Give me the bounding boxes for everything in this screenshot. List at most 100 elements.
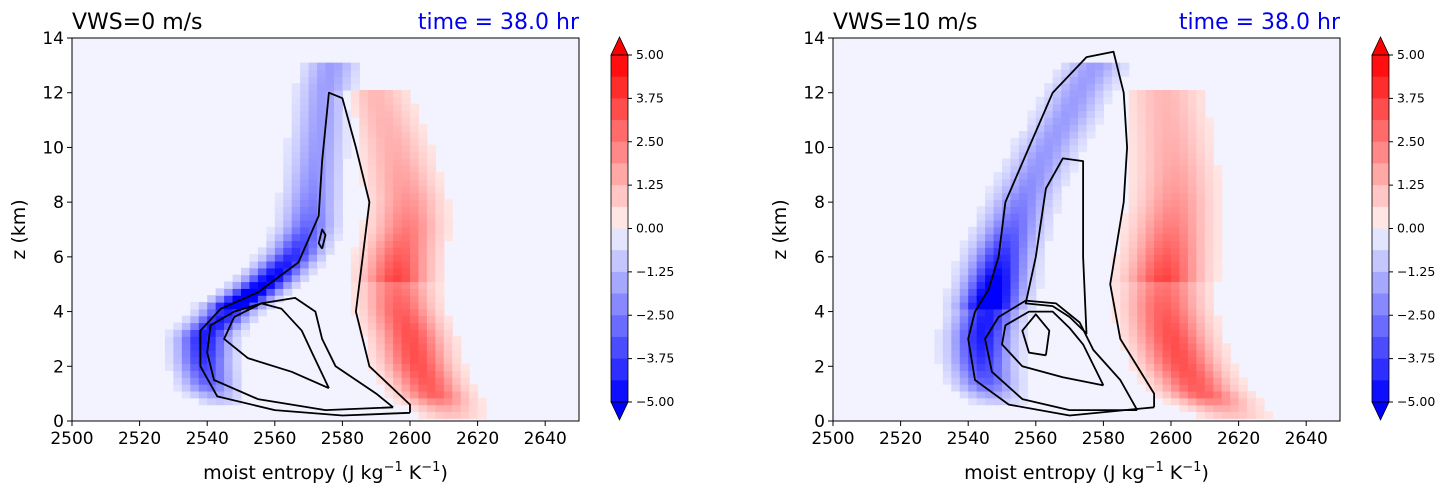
field-cell — [1061, 62, 1071, 71]
field-cell — [1018, 131, 1028, 139]
field-cell — [1137, 302, 1147, 310]
colorbar-segment — [611, 228, 628, 251]
field-cell — [384, 233, 394, 242]
field-cell — [384, 267, 394, 276]
field-cell — [257, 308, 267, 317]
field-cell — [257, 302, 267, 310]
field-cell — [410, 322, 420, 330]
field-cell — [1137, 315, 1147, 324]
field-cell — [367, 356, 377, 365]
field-cell — [426, 397, 436, 406]
field-cell — [1120, 281, 1130, 289]
field-cell — [976, 233, 986, 242]
field-cell — [1137, 117, 1147, 125]
colorbar-segment — [611, 185, 628, 208]
field-cell — [418, 274, 428, 283]
colorbar-tick-label: 5.00 — [1397, 47, 1425, 62]
field-cell — [1162, 302, 1172, 310]
field-cell — [401, 390, 411, 399]
field-cell — [190, 377, 200, 385]
field-cell — [1069, 96, 1079, 105]
field-cell — [435, 240, 445, 248]
field-cell — [1137, 144, 1147, 153]
field-cell — [1162, 295, 1172, 303]
field-cell — [993, 288, 1003, 296]
field-cell — [215, 308, 225, 317]
field-cell — [1018, 254, 1028, 262]
field-cell — [951, 377, 961, 385]
field-cell — [443, 356, 453, 365]
field-cell — [460, 404, 470, 413]
colorbar-tick-label: −5.00 — [1397, 394, 1435, 409]
field-cell — [300, 83, 310, 91]
field-cell — [249, 267, 259, 276]
field-cell — [1204, 329, 1214, 337]
field-cell — [1196, 103, 1206, 112]
field-cell — [376, 343, 386, 351]
field-cell — [1120, 62, 1130, 71]
field-cell — [426, 219, 436, 228]
field-cell — [198, 363, 208, 371]
field-cell — [367, 219, 377, 228]
field-cell — [426, 206, 436, 214]
field-cell — [384, 151, 394, 159]
field-cell — [173, 363, 183, 371]
field-cell — [181, 322, 191, 330]
field-cell — [1230, 411, 1240, 419]
field-cell — [410, 390, 420, 399]
field-cell — [410, 363, 420, 371]
field-cell — [1213, 254, 1223, 262]
field-cell — [1187, 240, 1197, 248]
field-cell — [985, 363, 995, 371]
y-tick-label: 4 — [814, 303, 825, 323]
field-cell — [1010, 165, 1020, 173]
field-cell — [274, 288, 284, 296]
field-cell — [1171, 185, 1181, 194]
field-cell — [393, 103, 403, 112]
field-cell — [401, 356, 411, 365]
field-cell — [951, 356, 961, 365]
field-cell — [1171, 377, 1181, 385]
field-cell — [367, 349, 377, 358]
field-cell — [1027, 226, 1037, 235]
field-cell — [1204, 131, 1214, 139]
field-cell — [1171, 178, 1181, 187]
field-cell — [1027, 172, 1037, 180]
field-cell — [300, 151, 310, 159]
colorbar-segment — [1372, 98, 1389, 121]
field-cell — [1145, 233, 1155, 242]
title-left: VWS=10 m/s — [833, 10, 978, 35]
field-cell — [1010, 254, 1020, 262]
field-cell — [452, 370, 462, 378]
field-cell — [401, 151, 411, 159]
field-cell — [435, 206, 445, 214]
field-cell — [1187, 329, 1197, 337]
field-cell — [384, 219, 394, 228]
field-cell — [325, 158, 335, 166]
field-cell — [224, 336, 234, 344]
field-cell — [1187, 233, 1197, 242]
field-cell — [367, 192, 377, 201]
field-cell — [1154, 384, 1164, 392]
field-cell — [1154, 213, 1164, 221]
field-cell — [1171, 302, 1181, 310]
field-cell — [993, 308, 1003, 317]
field-cell — [418, 206, 428, 214]
field-cell — [249, 274, 259, 283]
field-cell — [401, 137, 411, 146]
field-cell — [1035, 178, 1045, 187]
field-cell — [1018, 137, 1028, 146]
field-cell — [1120, 254, 1130, 262]
field-cell — [308, 124, 318, 132]
field-cell — [1154, 172, 1164, 180]
field-cell — [291, 151, 301, 159]
field-cell — [435, 247, 445, 255]
field-cell — [1196, 377, 1206, 385]
field-cell — [393, 165, 403, 173]
field-cell — [1027, 117, 1037, 125]
field-cell — [1238, 390, 1248, 399]
field-cell — [1010, 363, 1020, 371]
field-cell — [401, 336, 411, 344]
field-cell — [1137, 288, 1147, 296]
field-cell — [300, 199, 310, 207]
